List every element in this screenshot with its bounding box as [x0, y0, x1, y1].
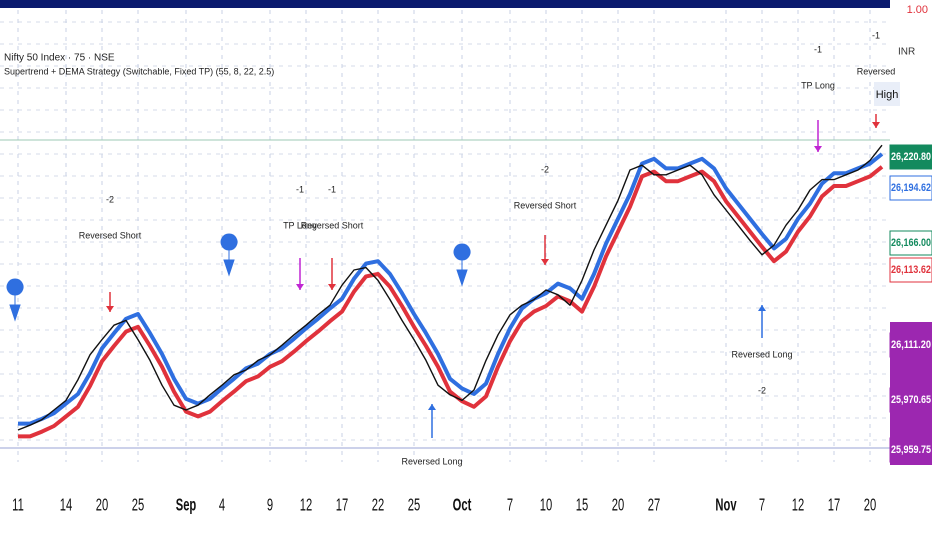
- series-line: [17, 144, 883, 431]
- x-tick-label: 11: [12, 496, 24, 515]
- x-tick-label: 22: [372, 496, 384, 515]
- x-tick-label: 17: [336, 496, 348, 515]
- annotation-text: Reversed Short: [79, 230, 142, 240]
- x-tick-label: 25: [408, 496, 420, 515]
- annotation-text: Reversed: [857, 66, 896, 76]
- symbol-title: Nifty 50 Index · 75 · NSE: [4, 53, 115, 64]
- x-tick-label: 27: [648, 496, 660, 515]
- price-tag-label: 25,959.75: [891, 444, 931, 456]
- x-tick-label: 14: [60, 496, 72, 515]
- price-tag: [889, 387, 932, 413]
- x-tick-label: Sep: [176, 496, 197, 515]
- annotation-text: Reversed Long: [401, 456, 462, 466]
- annotation-text: TP Long: [801, 80, 835, 90]
- price-tag-label: 26,194.62: [891, 182, 931, 194]
- signal-arrowhead: [106, 306, 114, 312]
- x-tick-label: Oct: [453, 496, 472, 515]
- signal-arrowhead: [296, 284, 304, 290]
- annotation-text: -1: [296, 184, 304, 194]
- x-tick-label: 12: [300, 496, 312, 515]
- signal-arrowhead: [814, 146, 822, 152]
- time-axis: [0, 465, 932, 550]
- price-tag: [889, 230, 932, 256]
- price-tag: [889, 257, 932, 283]
- price-tag: [889, 144, 932, 170]
- scale-label: 1.00: [907, 4, 928, 16]
- pin-icon: [220, 233, 238, 277]
- x-tick-label: 20: [96, 496, 108, 515]
- x-tick-label: 12: [792, 496, 804, 515]
- high-box: [874, 82, 900, 106]
- x-tick-label: 20: [612, 496, 624, 515]
- annotation-text: -1: [328, 184, 336, 194]
- signal-arrowhead: [541, 259, 549, 265]
- x-tick-label: 17: [828, 496, 840, 515]
- currency: INR: [898, 47, 915, 58]
- x-tick-label: 7: [507, 496, 513, 515]
- high-label: High: [876, 89, 899, 101]
- annotation-text: -2: [106, 194, 114, 204]
- pin-icon: [453, 243, 471, 287]
- x-tick-label: 10: [540, 496, 552, 515]
- price-tag-label: 26,166.00: [891, 237, 931, 249]
- series-line: [18, 165, 884, 439]
- top-bar: [0, 0, 890, 8]
- signal-arrowhead: [428, 404, 436, 410]
- signal-arrowhead: [872, 122, 880, 128]
- x-tick-label: 25: [132, 496, 144, 515]
- x-tick-label: 9: [267, 496, 273, 515]
- x-tick-label: 4: [219, 496, 225, 515]
- price-tag: [889, 175, 932, 201]
- price-tag-label: 26,220.80: [891, 151, 931, 163]
- annotation-text: -2: [541, 164, 549, 174]
- annotation-text: Reversed Short: [301, 220, 364, 230]
- price-tag-label: 25,970.65: [891, 394, 931, 406]
- signal-arrowhead: [328, 284, 336, 290]
- annotation-text: Reversed Short: [514, 200, 577, 210]
- price-tag: [889, 332, 932, 358]
- annotation-text: Reversed Long: [731, 349, 792, 359]
- x-tick-label: 7: [759, 496, 765, 515]
- pin-icon: [6, 278, 24, 322]
- price-tag-label: 26,113.62: [891, 264, 931, 276]
- x-tick-label: 20: [864, 496, 876, 515]
- x-tick-label: 15: [576, 496, 588, 515]
- annotation-text: -1: [814, 44, 822, 54]
- annotation-text: -1: [872, 30, 880, 40]
- price-tag-label: 26,111.20: [891, 339, 931, 351]
- strategy-title: Supertrend + DEMA Strategy (Switchable, …: [4, 66, 274, 76]
- price-tag: [889, 437, 932, 463]
- x-tick-label: Nov: [715, 496, 737, 515]
- signal-arrowhead: [758, 305, 766, 311]
- series-line: [18, 152, 884, 426]
- annotation-text: -2: [758, 385, 766, 395]
- annotation-text: TP Long: [283, 220, 317, 230]
